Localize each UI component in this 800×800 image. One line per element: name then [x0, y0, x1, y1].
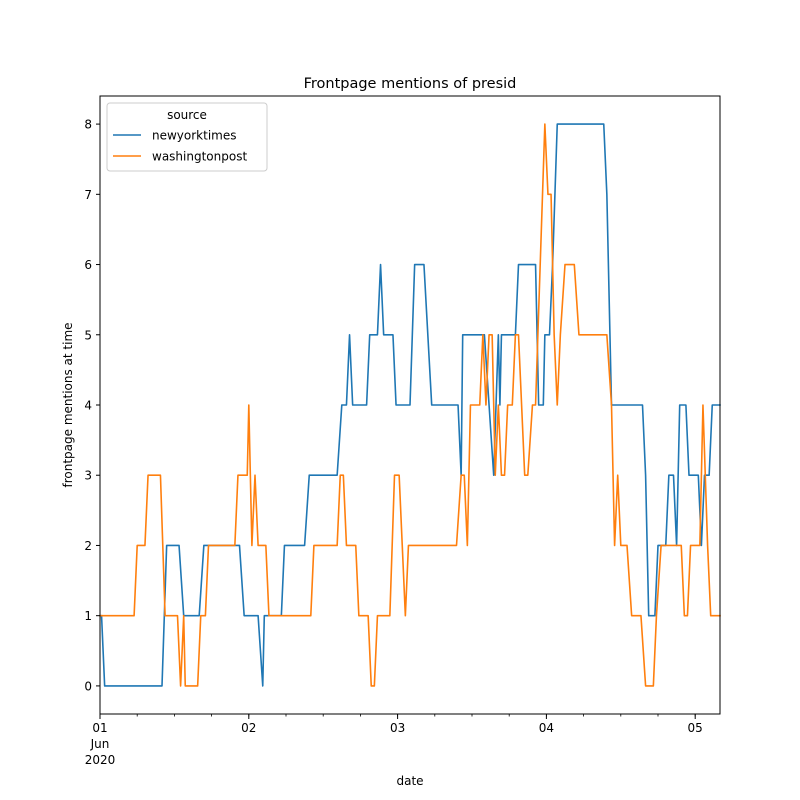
x-axis-label: date	[396, 774, 423, 788]
series-layer	[99, 123, 721, 687]
y-tick-label: 0	[84, 679, 92, 693]
y-tick-label: 5	[84, 328, 92, 342]
y-tick-label: 3	[84, 469, 92, 483]
x-tick-label: 02	[241, 721, 256, 735]
x-axis: 01 Jun 2020 02 03 04 05	[85, 714, 703, 767]
legend-box	[106, 102, 268, 172]
series-line-washingtonpost	[99, 123, 721, 687]
x-tick-label: 05	[688, 721, 703, 735]
legend-title: source	[167, 108, 207, 122]
y-tick-label: 8	[84, 118, 92, 132]
y-tick-label: 6	[84, 258, 92, 272]
x-tick-label: 04	[539, 721, 554, 735]
y-axis: 0 1 2 3 4 5 6 7 8	[84, 118, 100, 693]
series-line-newyorktimes	[100, 123, 721, 687]
x-tick-year-label: 2020	[85, 753, 116, 767]
y-tick-label: 2	[84, 539, 92, 553]
legend: source newyorktimes washingtonpost	[106, 102, 268, 172]
legend-label-washingtonpost: washingtonpost	[152, 150, 247, 164]
y-tick-label: 1	[84, 609, 92, 623]
y-tick-label: 7	[84, 188, 92, 202]
x-tick-month-label: Jun	[90, 737, 110, 751]
x-tick-label: 03	[390, 721, 405, 735]
chart-title: Frontpage mentions of presid	[304, 76, 517, 92]
y-tick-label: 4	[84, 399, 92, 413]
y-axis-label: frontpage mentions at time	[61, 322, 75, 487]
legend-label-newyorktimes: newyorktimes	[152, 129, 237, 143]
x-tick-label: 01	[92, 721, 107, 735]
